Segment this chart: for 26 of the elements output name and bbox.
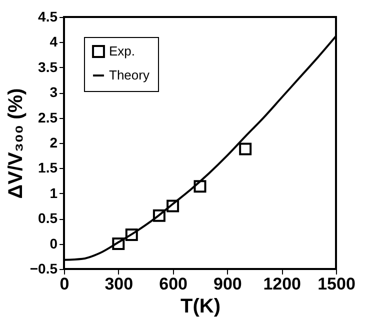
y-tick-label: 2 bbox=[50, 134, 58, 150]
y-tick-label: 1.5 bbox=[38, 160, 58, 176]
x-axis-title: T(K) bbox=[180, 296, 220, 318]
legend-label: Theory bbox=[109, 68, 150, 82]
y-tick-label: 4.5 bbox=[38, 8, 58, 24]
y-axis-title: ΔV/V₃₀₀ (%) bbox=[4, 88, 27, 199]
y-tick-label: 3 bbox=[50, 84, 58, 100]
y-tick-label: 1 bbox=[50, 184, 58, 201]
y-tick-label: 4 bbox=[50, 34, 58, 50]
y-tick-label: 2.5 bbox=[38, 109, 58, 126]
x-tick-label: 1200 bbox=[263, 274, 302, 294]
x-tick-label: 600 bbox=[159, 274, 188, 294]
point bbox=[194, 180, 206, 193]
legend-label: Exp. bbox=[109, 44, 136, 58]
x-tick-label: 900 bbox=[214, 274, 242, 294]
y-tick-label: 0 bbox=[50, 235, 58, 252]
point bbox=[239, 142, 252, 156]
y-tick-label: −0.5 bbox=[30, 260, 58, 276]
point bbox=[152, 209, 166, 222]
y-tick-label: 3.5 bbox=[38, 58, 58, 75]
point bbox=[112, 238, 125, 250]
point bbox=[125, 228, 138, 241]
x-tick-label: 1500 bbox=[318, 274, 356, 294]
y-tick-label: 0.5 bbox=[38, 210, 58, 226]
point bbox=[166, 200, 180, 212]
x-tick-label: 300 bbox=[104, 274, 134, 294]
